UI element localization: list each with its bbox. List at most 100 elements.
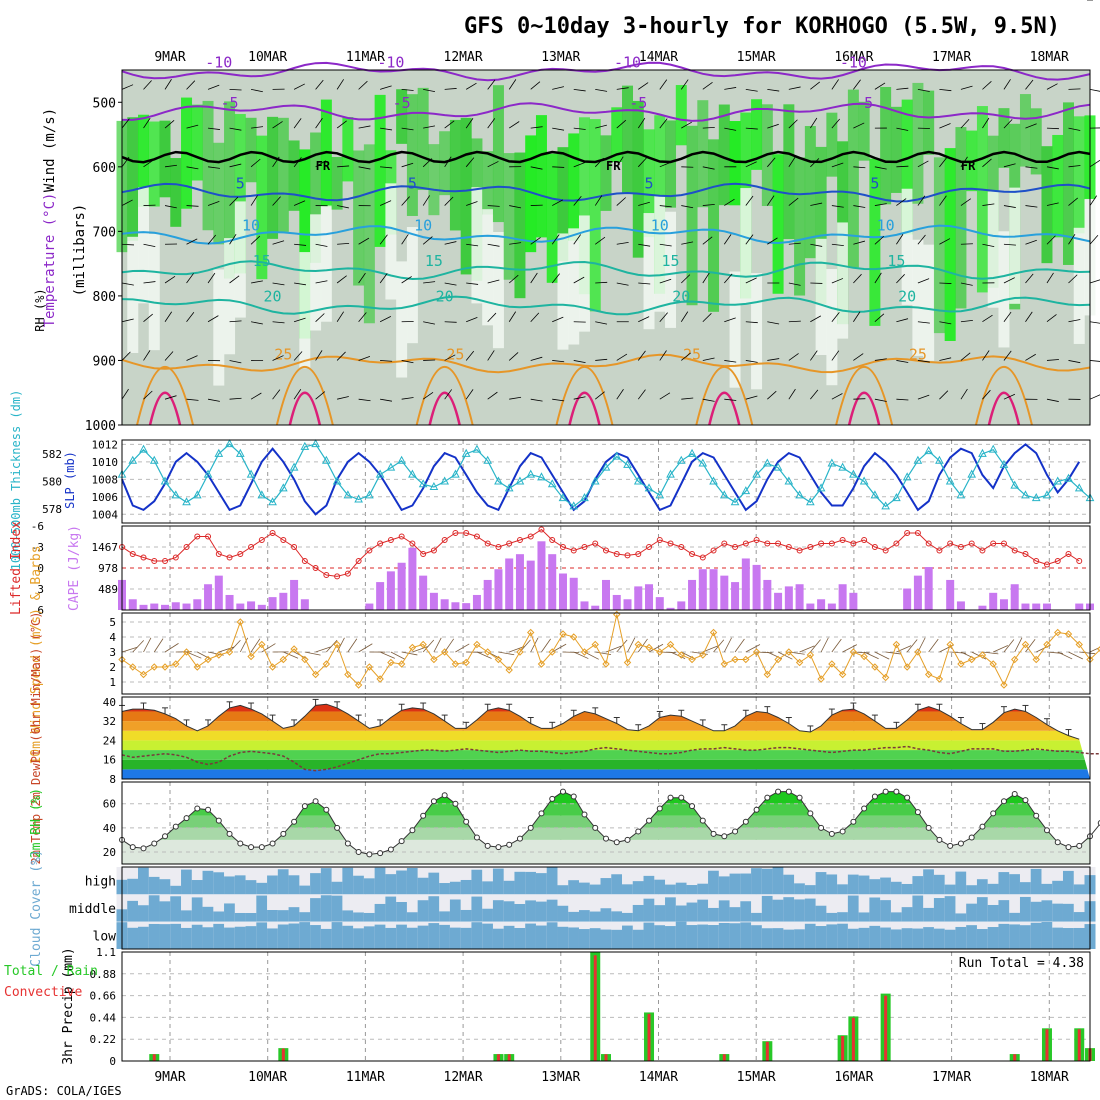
wind-barb: [250, 321, 263, 325]
wind-barb: [422, 639, 435, 653]
wind-barb: [551, 234, 560, 245]
dry-cell: [299, 252, 311, 369]
precip-panel: 0 0.22 0.44 0.66 0.88 1.1 Run Total = 4.38: [90, 946, 1095, 1068]
cloud-empty: [794, 867, 806, 895]
wind-barb: [745, 321, 758, 324]
convective-bar: [765, 1041, 769, 1061]
wind-barb: [315, 118, 323, 129]
cloud-cell: [213, 911, 225, 922]
wind-marker: [860, 652, 868, 661]
cloud-cell: [632, 881, 644, 895]
cloud-empty: [622, 894, 634, 922]
wind-barb: [745, 127, 758, 130]
wind-barb: [293, 83, 305, 90]
cloud-cell: [654, 925, 666, 949]
wind-barb: [616, 156, 624, 168]
dry-cell: [568, 228, 580, 345]
contour-label: 10: [242, 217, 260, 235]
wind-barb: [896, 198, 907, 206]
wind-barb: [293, 388, 302, 400]
rh-cell: [256, 135, 268, 280]
rh-marker: [828, 830, 835, 837]
cloud-cell: [1062, 903, 1074, 922]
cloud-cell: [718, 876, 730, 895]
contour-label: 5: [236, 175, 245, 193]
wind-barb: [1068, 651, 1084, 660]
wind-barb: [896, 127, 909, 131]
wind-barb: [164, 164, 177, 168]
li-marker: [420, 551, 427, 557]
rh-axis-label: RH (%): [33, 288, 47, 331]
wind-marker: [440, 648, 449, 656]
pressure-tick: 800: [93, 290, 116, 305]
wind-barb: [336, 79, 344, 90]
wind-marker: [1054, 628, 1062, 637]
wind-barb: [702, 272, 710, 284]
wind-barb: [896, 645, 912, 653]
wind-barb: [982, 158, 992, 168]
wind-barb: [810, 117, 818, 129]
wind-barb: [552, 199, 563, 206]
cloud-cell: [449, 899, 461, 922]
cloud-cell: [267, 875, 279, 895]
li-marker: [430, 547, 437, 554]
li-marker: [495, 544, 502, 550]
cloud-cell: [611, 911, 623, 922]
cape-bar: [462, 603, 471, 610]
dry-cell: [654, 195, 666, 312]
rh-marker: [226, 830, 233, 837]
wind-barb: [315, 646, 331, 653]
thickness-marker: [881, 501, 890, 510]
cloud-empty: [170, 867, 182, 895]
rh-cell: [923, 90, 935, 155]
cloud-cell: [320, 895, 332, 922]
cloud-cell: [804, 885, 816, 895]
rh-cell: [1019, 94, 1031, 167]
li-marker: [904, 530, 911, 536]
contour-label: -5: [629, 94, 647, 112]
hot-contour: [847, 391, 881, 426]
wind-marker: [849, 648, 858, 656]
wind-marker: [591, 640, 599, 649]
rh-marker: [646, 817, 653, 824]
cloud-empty: [256, 867, 268, 895]
thickness-marker: [988, 444, 998, 453]
li-marker: [151, 558, 158, 564]
wind-barb: [594, 391, 605, 400]
wind-marker: [871, 663, 879, 671]
thickness-marker: [128, 455, 138, 464]
wind-barb: [401, 196, 410, 206]
cape-bar: [623, 599, 632, 610]
wind-barb: [616, 389, 624, 400]
cloud-cell: [471, 922, 483, 949]
cape-bar: [365, 603, 374, 610]
li-tick: 3: [37, 583, 44, 596]
cape-bar: [580, 601, 589, 610]
rh-marker: [334, 824, 341, 831]
wind-barb: [294, 282, 307, 286]
wind-barb: [896, 234, 904, 245]
thickness-marker: [235, 448, 245, 457]
wind-marker: [645, 643, 653, 652]
panel-frame: [121, 612, 1091, 695]
cloud-empty: [622, 867, 634, 895]
cape-bar: [290, 579, 299, 610]
precip-tick: 0.44: [90, 1011, 117, 1024]
rh-cell: [901, 99, 913, 235]
thickness-marker: [773, 462, 783, 471]
thickness-marker: [806, 497, 815, 506]
cloud-cell: [966, 885, 978, 895]
cloud-empty: [686, 867, 698, 895]
li-marker: [269, 530, 276, 536]
wind-barb: [250, 235, 261, 245]
cloud-cell: [159, 879, 171, 895]
wind-barb: [315, 280, 328, 284]
cloud-cell: [546, 899, 558, 922]
cloud-cell: [772, 928, 784, 949]
cloud-cell: [815, 926, 827, 949]
wind-marker: [193, 663, 201, 671]
li-marker: [452, 530, 459, 536]
temperature-band: [122, 750, 1090, 760]
wind-barb: [767, 123, 779, 129]
cloud-empty: [675, 867, 687, 895]
